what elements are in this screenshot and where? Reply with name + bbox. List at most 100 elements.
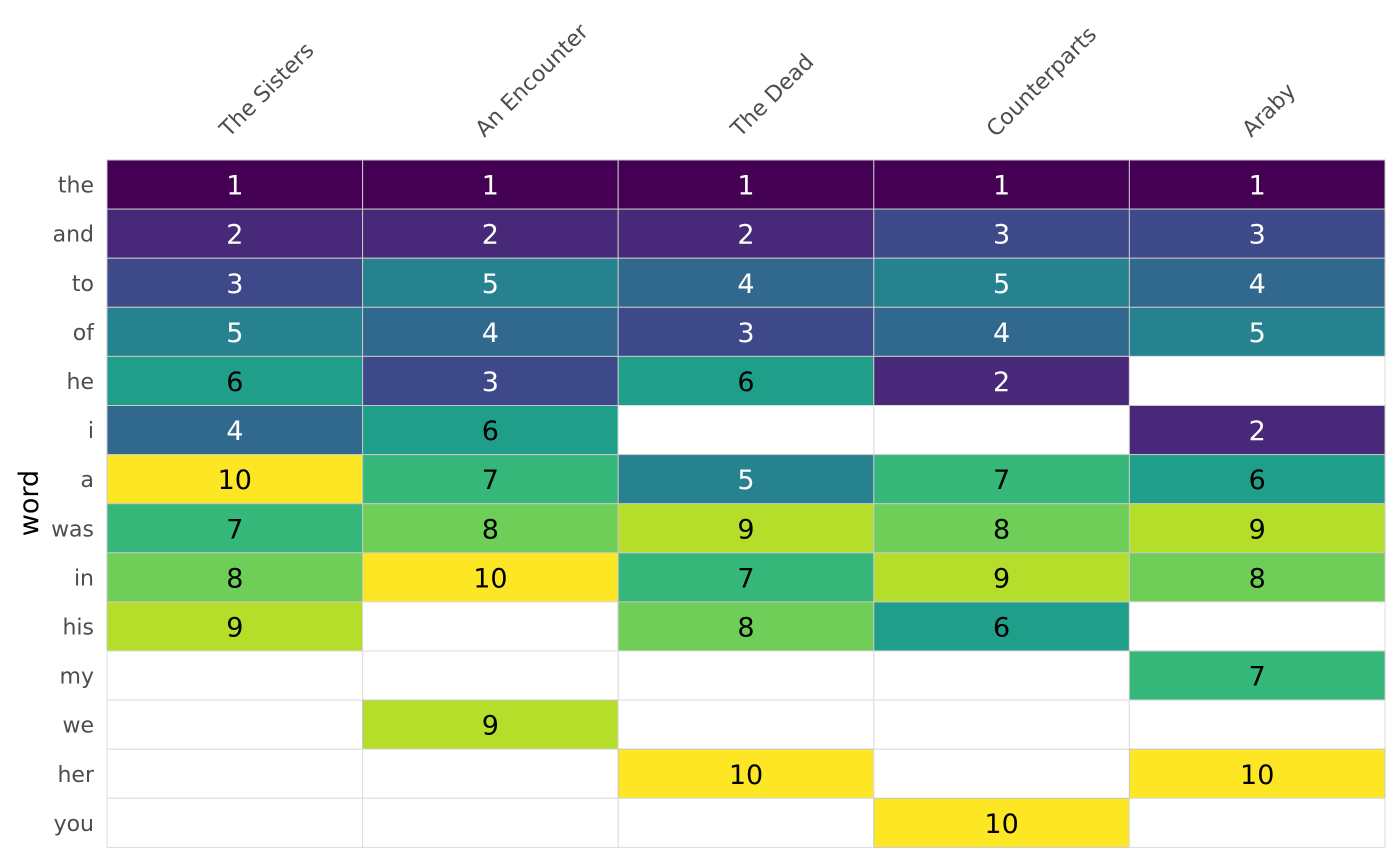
heatmap-cell [106, 208, 364, 259]
cell-value-label: 9 [737, 514, 754, 545]
heatmap-cell [873, 503, 1130, 554]
heatmap-cell [362, 257, 619, 308]
heatmap-cell [873, 257, 1130, 308]
cell-value-label: 4 [993, 318, 1010, 349]
cell-value-label: 3 [737, 318, 754, 349]
cell-value-label: 4 [737, 269, 754, 300]
heatmap-cell [1128, 552, 1386, 603]
cell-value-label: 4 [1249, 269, 1266, 300]
heatmap-cell [617, 405, 875, 456]
cell-value-label: 7 [1249, 662, 1266, 693]
cell-value-label: 7 [482, 465, 499, 496]
heatmap-cell [617, 748, 875, 799]
cell-value-label: 5 [737, 465, 754, 496]
heatmap-cell [106, 797, 364, 848]
cell-value-label: 2 [482, 220, 499, 251]
heatmap-cell [362, 159, 619, 210]
heatmap-cell [106, 650, 364, 701]
cell-value-label: 6 [993, 612, 1010, 643]
heatmap-cell [617, 257, 875, 308]
cell-value-label: 1 [226, 171, 243, 202]
heatmap-cell [617, 355, 875, 406]
cell-value-label: 3 [993, 220, 1010, 251]
row-label: the [58, 174, 94, 199]
row-label: you [54, 812, 94, 837]
cell-value-label: 6 [226, 367, 243, 398]
heatmap-cell [1128, 601, 1386, 652]
cell-value-label: 5 [482, 269, 499, 300]
cell-value-label: 8 [226, 563, 243, 594]
heatmap-cell [617, 159, 875, 210]
cell-value-label: 8 [1249, 563, 1266, 594]
row-label: i [88, 419, 94, 444]
heatmap-cell [873, 306, 1130, 357]
cell-value-label: 10 [1240, 760, 1274, 791]
heatmap-cell [617, 208, 875, 259]
heatmap-cell [1128, 208, 1386, 259]
column-label: Araby [1238, 79, 1301, 142]
cell-value-label: 2 [226, 220, 243, 251]
cell-value-label: 7 [737, 563, 754, 594]
heatmap-cell [362, 454, 619, 505]
heatmap-cell [106, 159, 364, 210]
heatmap-cell [106, 355, 364, 406]
cell-value-label: 2 [993, 367, 1010, 398]
heatmap-cell [617, 650, 875, 701]
row-label: he [67, 370, 94, 395]
heatmap-cell [617, 797, 875, 848]
cell-value-label: 10 [218, 465, 252, 496]
heatmap-cell [362, 355, 619, 406]
cell-value-label: 7 [226, 514, 243, 545]
heatmap-cell [1128, 748, 1386, 799]
heatmap-cell [362, 552, 619, 603]
heatmap-cell [873, 405, 1130, 456]
heatmap-cell [106, 748, 364, 799]
heatmap-cell [362, 306, 619, 357]
cell-value-label: 4 [482, 318, 499, 349]
cell-value-label: 3 [1249, 220, 1266, 251]
heatmap-cell [106, 699, 364, 750]
heatmap-cell [617, 503, 875, 554]
heatmap-cell [1128, 503, 1386, 554]
cell-value-label: 10 [984, 809, 1018, 840]
column-label: An Encounter [471, 19, 594, 142]
heatmap-cell [617, 306, 875, 357]
heatmap-cell [362, 797, 619, 848]
cell-value-label: 9 [482, 711, 499, 742]
row-label: to [72, 272, 94, 297]
heatmap-cell [1128, 159, 1386, 210]
y-axis-title: word [14, 470, 45, 536]
cell-value-label: 2 [737, 220, 754, 251]
row-label: her [57, 763, 94, 788]
heatmap-cell [873, 159, 1130, 210]
heatmap-cell [1128, 699, 1386, 750]
heatmap-cell [873, 650, 1130, 701]
cell-value-label: 3 [482, 367, 499, 398]
heatmap-cell [106, 601, 364, 652]
cell-value-label: 9 [993, 563, 1010, 594]
heatmap-cell [106, 552, 364, 603]
heatmap-cell [1128, 797, 1386, 848]
cell-value-label: 5 [993, 269, 1010, 300]
cell-value-label: 8 [737, 612, 754, 643]
heatmap-cell [106, 306, 364, 357]
heatmap-cell [873, 454, 1130, 505]
heatmap-cells: 1 1 1 1 1 2 2 2 3 3 3 5 4 5 4 5 4 3 4 5 6 3 6 2 4 6 2 10 7 5 7 6 7 8 9 8 9 8 1… [106, 159, 1386, 848]
cell-value-label: 8 [482, 514, 499, 545]
row-label: in [74, 566, 94, 591]
heatmap-cell [873, 748, 1130, 799]
row-label: his [62, 615, 94, 640]
cell-value-label: 9 [226, 612, 243, 643]
cell-value-label: 9 [1249, 514, 1266, 545]
cell-value-label: 1 [482, 171, 499, 202]
row-label: we [62, 714, 94, 739]
cell-value-label: 10 [729, 760, 763, 791]
cell-value-label: 6 [482, 416, 499, 447]
cell-value-label: 3 [226, 269, 243, 300]
cell-value-label: 6 [737, 367, 754, 398]
column-label: Counterparts [982, 22, 1102, 142]
heatmap-cell [1128, 257, 1386, 308]
heatmap-cell [617, 552, 875, 603]
cell-value-label: 7 [993, 465, 1010, 496]
